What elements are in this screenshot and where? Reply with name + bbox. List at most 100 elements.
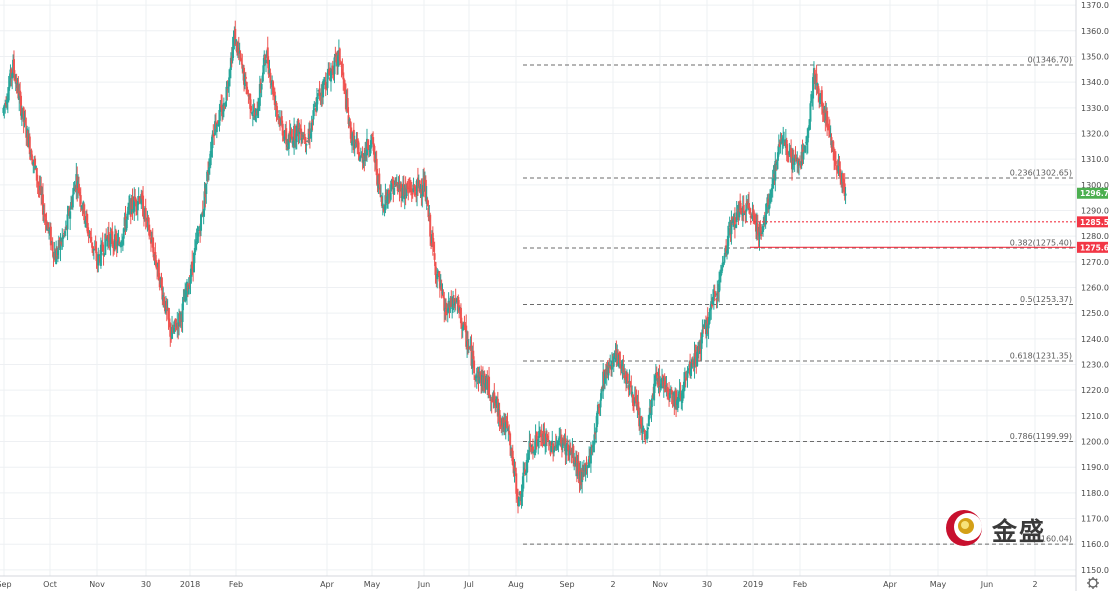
candle-body (322, 81, 325, 98)
candle-body (407, 188, 410, 190)
candle-body (205, 183, 208, 194)
y-tick-label: 1160.00 (1081, 540, 1109, 549)
candle-body (257, 108, 260, 119)
candle-body (13, 75, 16, 81)
x-tick-label: May (930, 580, 947, 589)
candle-body (264, 59, 267, 63)
candle-body (506, 421, 509, 429)
candle-body (798, 161, 801, 164)
candle-body (133, 196, 136, 212)
candle-body (837, 161, 840, 172)
gear-icon[interactable] (1087, 577, 1099, 589)
candle-body (668, 393, 671, 399)
candle-body (585, 462, 588, 465)
candle-body (71, 194, 74, 208)
candle-body (515, 473, 518, 494)
candle-body (349, 121, 352, 129)
candle-body (79, 195, 82, 204)
candle-body (161, 286, 164, 300)
candle-body (436, 273, 439, 280)
candle-body (802, 152, 805, 160)
candle-body (272, 81, 275, 95)
candle-body (693, 353, 696, 368)
candle-body (509, 433, 512, 446)
candle-body (495, 399, 498, 403)
candle-body (726, 235, 729, 254)
candle-body (540, 433, 543, 438)
candle-body (273, 91, 276, 106)
candle-body (826, 110, 829, 128)
candle-body (596, 404, 599, 415)
candle-body (679, 393, 682, 398)
candle-body (387, 189, 390, 199)
candle-body (790, 147, 793, 157)
candle-body (841, 173, 844, 183)
candle-body (80, 206, 83, 208)
candle-body (778, 141, 781, 148)
candle-body (240, 58, 243, 62)
candle-body (739, 200, 742, 212)
candle-body (352, 129, 355, 151)
candle-body (250, 105, 253, 111)
candle-body (420, 188, 423, 195)
candle-body (98, 255, 101, 257)
candle-body (776, 152, 779, 161)
candle-body (613, 352, 616, 359)
candle-body (190, 264, 193, 277)
y-tick-label: 1330.00 (1081, 104, 1109, 113)
candle-body (584, 464, 587, 475)
candle-body (416, 179, 419, 196)
candle-body (243, 74, 246, 87)
candle-body (188, 282, 191, 287)
candle-body (69, 211, 72, 219)
candle-body (373, 144, 376, 155)
candle-body (394, 180, 397, 186)
candle-body (156, 267, 159, 269)
candle-body (504, 421, 507, 433)
candle-body (494, 402, 497, 406)
candle-body (526, 457, 529, 463)
candle-body (516, 491, 519, 497)
candle-body (742, 204, 745, 214)
candle-body (550, 446, 553, 452)
candle-body (246, 90, 249, 92)
candle-body (787, 154, 790, 156)
candle-body (592, 444, 595, 447)
candle-body (412, 184, 415, 192)
candle-body (715, 298, 718, 301)
candle-body (40, 185, 43, 195)
candle-body (641, 427, 644, 434)
candle-body (413, 185, 416, 189)
candle-body (694, 350, 697, 358)
candle-body (357, 140, 360, 150)
candle-body (684, 377, 687, 379)
candle-body (835, 165, 838, 171)
candle-body (463, 322, 466, 325)
candle-body (88, 234, 91, 236)
candle-body (18, 93, 21, 100)
candle-body (632, 394, 635, 407)
candle-body (229, 57, 232, 70)
candle-body (426, 199, 429, 206)
candle-body (552, 443, 555, 454)
candle-body (370, 134, 373, 148)
candle-body (777, 144, 780, 155)
candle-body (471, 352, 474, 369)
candle-body (667, 390, 670, 392)
x-tick-label: Feb (229, 580, 243, 589)
candle-body (322, 84, 325, 86)
candle-body (258, 83, 261, 106)
candle-body (696, 351, 699, 367)
candle-body (635, 399, 638, 407)
candle-body (393, 187, 396, 195)
candle-body (544, 444, 547, 447)
candle-body (454, 299, 457, 303)
candle-body (244, 76, 247, 79)
candle-body (442, 295, 445, 298)
candle-body (774, 161, 777, 181)
candle-body (647, 415, 650, 427)
y-tick-label: 1220.00 (1081, 386, 1109, 395)
candle-body (384, 195, 387, 210)
